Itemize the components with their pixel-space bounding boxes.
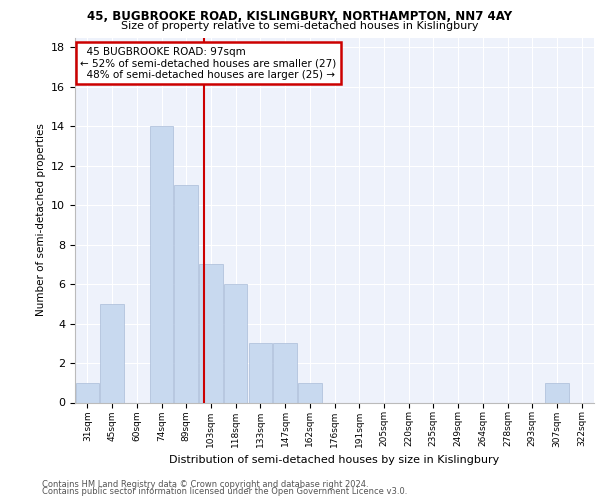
Bar: [150, 126, 173, 402]
Bar: [100, 304, 124, 402]
Bar: [545, 383, 569, 402]
Bar: [76, 383, 99, 402]
Text: 45, BUGBROOKE ROAD, KISLINGBURY, NORTHAMPTON, NN7 4AY: 45, BUGBROOKE ROAD, KISLINGBURY, NORTHAM…: [88, 10, 512, 23]
Bar: [274, 344, 297, 402]
Text: 45 BUGBROOKE ROAD: 97sqm
← 52% of semi-detached houses are smaller (27)
  48% of: 45 BUGBROOKE ROAD: 97sqm ← 52% of semi-d…: [80, 46, 337, 80]
Bar: [175, 186, 198, 402]
Text: Contains HM Land Registry data © Crown copyright and database right 2024.: Contains HM Land Registry data © Crown c…: [42, 480, 368, 489]
X-axis label: Distribution of semi-detached houses by size in Kislingbury: Distribution of semi-detached houses by …: [169, 455, 500, 465]
Bar: [224, 284, 247, 403]
Bar: [298, 383, 322, 402]
Y-axis label: Number of semi-detached properties: Number of semi-detached properties: [35, 124, 46, 316]
Text: Size of property relative to semi-detached houses in Kislingbury: Size of property relative to semi-detach…: [121, 21, 479, 31]
Text: Contains public sector information licensed under the Open Government Licence v3: Contains public sector information licen…: [42, 487, 407, 496]
Bar: [248, 344, 272, 402]
Bar: [199, 264, 223, 402]
